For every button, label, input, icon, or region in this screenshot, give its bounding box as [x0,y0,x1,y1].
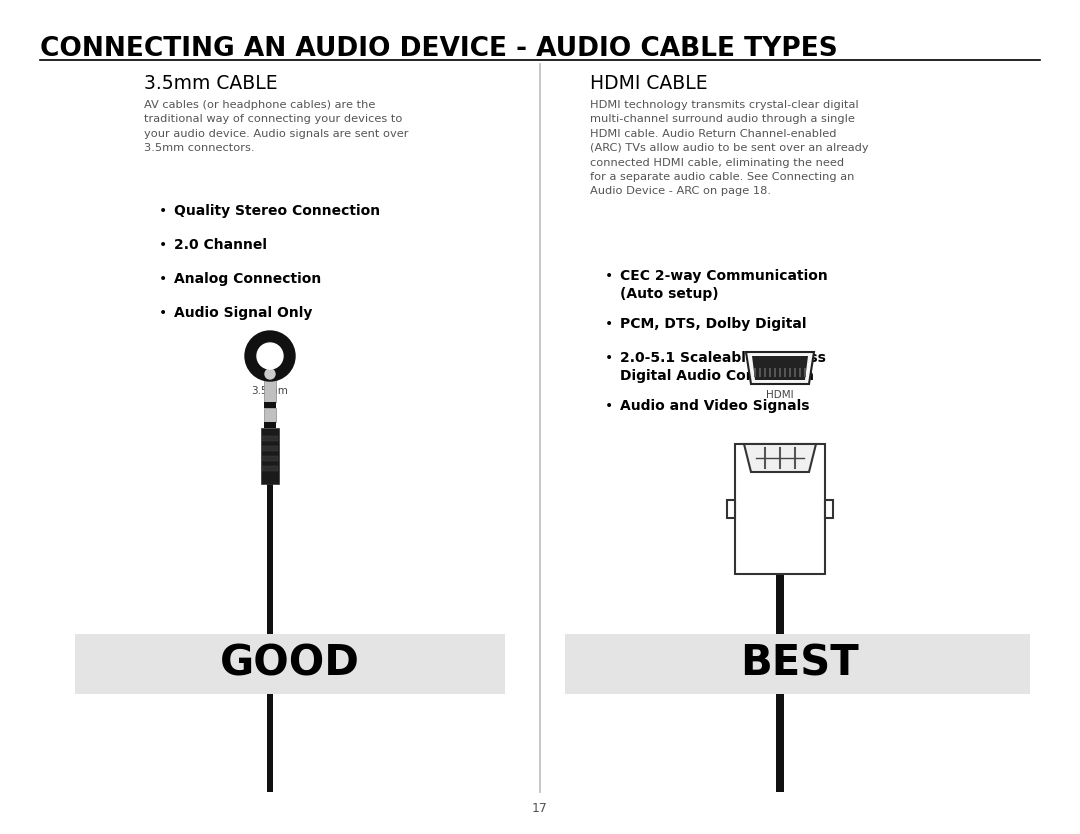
Text: •: • [605,269,613,283]
Polygon shape [784,368,786,377]
Polygon shape [777,574,784,634]
Text: 2.0 Channel: 2.0 Channel [174,238,267,252]
Polygon shape [752,356,808,380]
Polygon shape [264,377,276,402]
Polygon shape [264,408,276,422]
Polygon shape [804,368,806,377]
Text: HDMI technology transmits crystal-clear digital
multi-channel surround audio thr: HDMI technology transmits crystal-clear … [590,100,868,196]
Polygon shape [746,352,814,384]
Circle shape [245,331,295,381]
Polygon shape [759,368,761,377]
Polygon shape [825,500,833,518]
Polygon shape [267,484,273,634]
Polygon shape [789,368,791,377]
Text: 17: 17 [532,801,548,815]
FancyBboxPatch shape [565,634,1030,694]
Text: CONNECTING AN AUDIO DEVICE - AUDIO CABLE TYPES: CONNECTING AN AUDIO DEVICE - AUDIO CABLE… [40,36,838,62]
Polygon shape [794,368,796,377]
Text: HDMI: HDMI [766,390,794,400]
Text: •: • [159,306,167,320]
Text: •: • [159,204,167,218]
Polygon shape [769,368,771,377]
FancyBboxPatch shape [75,634,505,694]
FancyBboxPatch shape [735,444,825,574]
Text: PCM, DTS, Dolby Digital: PCM, DTS, Dolby Digital [620,317,807,331]
Text: Quality Stereo Connection: Quality Stereo Connection [174,204,380,218]
Text: HDMI CABLE: HDMI CABLE [590,74,707,93]
Polygon shape [262,456,278,461]
Polygon shape [744,444,816,472]
Polygon shape [799,368,801,377]
Text: •: • [605,399,613,413]
Text: CEC 2-way Communication
(Auto setup): CEC 2-way Communication (Auto setup) [620,269,827,301]
Text: GOOD: GOOD [220,643,360,685]
Polygon shape [777,694,784,792]
Text: •: • [159,272,167,286]
Text: 2.0-5.1 Scaleable Lossless
Digital Audio Connection: 2.0-5.1 Scaleable Lossless Digital Audio… [620,351,826,384]
Text: BEST: BEST [741,643,860,685]
Text: Audio and Video Signals: Audio and Video Signals [620,399,810,413]
Polygon shape [264,402,276,408]
Polygon shape [779,368,781,377]
Polygon shape [267,694,273,792]
Circle shape [257,343,283,369]
Polygon shape [764,368,766,377]
Polygon shape [754,368,756,377]
Polygon shape [774,368,777,377]
Polygon shape [264,422,276,428]
Text: •: • [605,351,613,365]
Polygon shape [727,500,735,518]
Text: Audio Signal Only: Audio Signal Only [174,306,312,320]
Polygon shape [262,436,278,441]
Polygon shape [262,466,278,471]
Text: •: • [159,238,167,252]
Text: 3.5mm: 3.5mm [252,386,288,396]
Polygon shape [262,446,278,451]
Polygon shape [261,428,279,484]
Text: •: • [605,317,613,331]
Circle shape [265,369,275,379]
Text: Analog Connection: Analog Connection [174,272,321,286]
Text: AV cables (or headphone cables) are the
traditional way of connecting your devic: AV cables (or headphone cables) are the … [144,100,408,153]
Text: 3.5mm CABLE: 3.5mm CABLE [144,74,278,93]
